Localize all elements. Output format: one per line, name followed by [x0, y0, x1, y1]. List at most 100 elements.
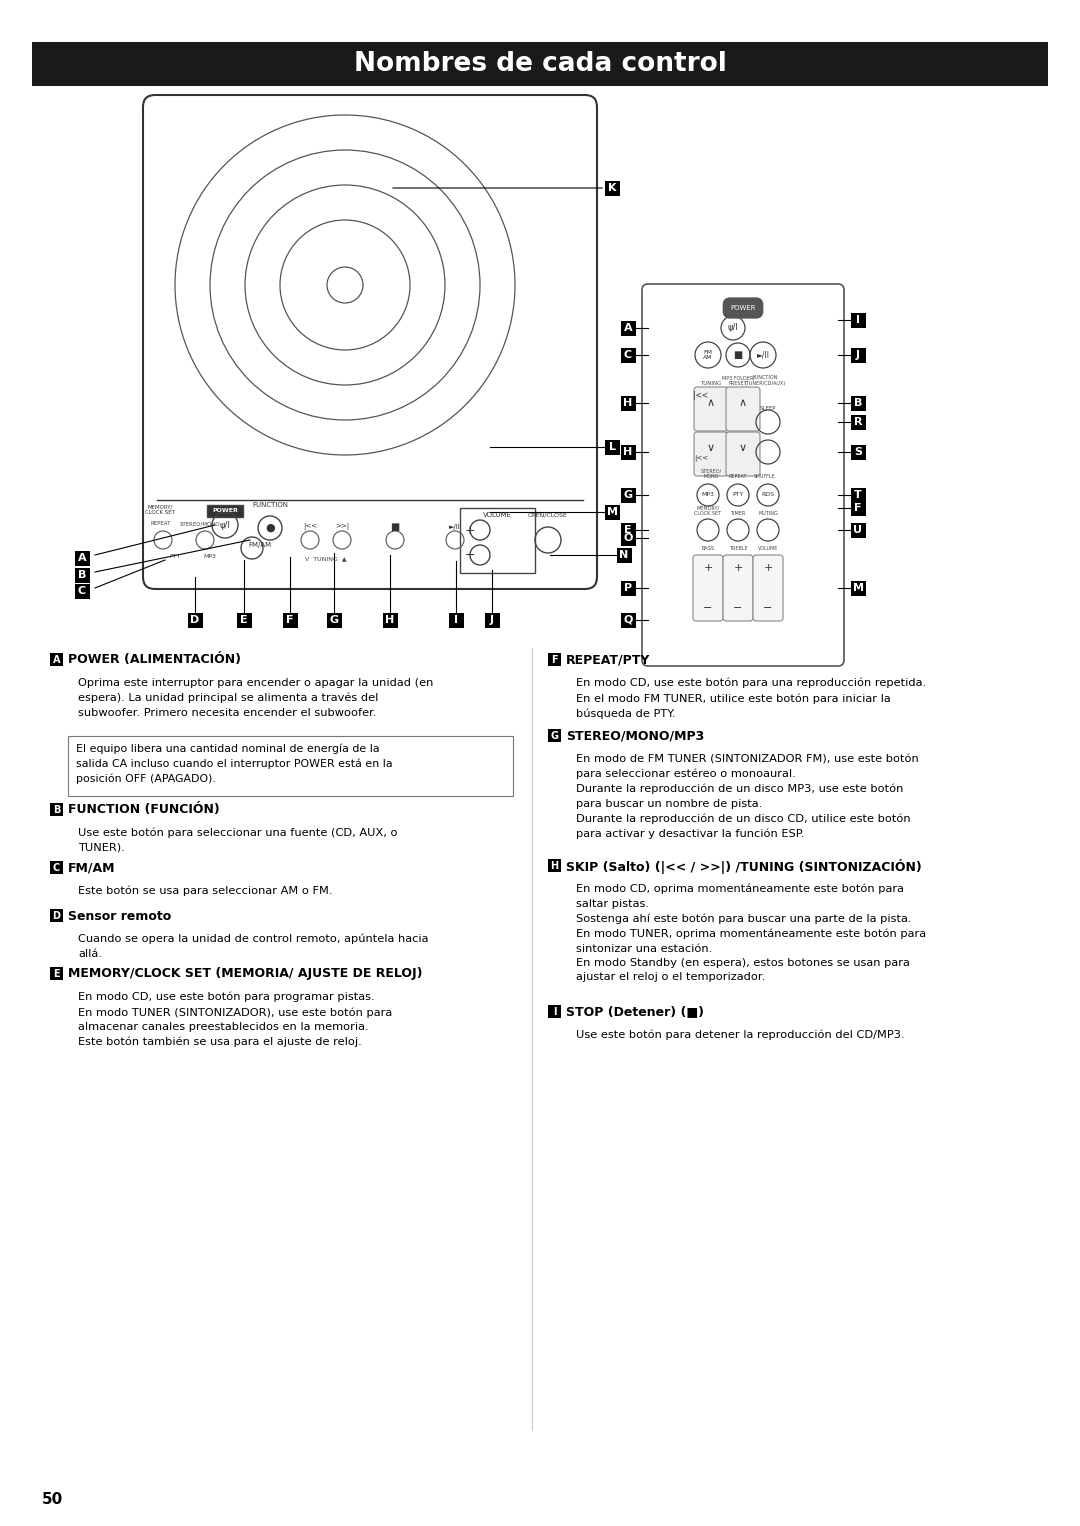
Text: En modo CD, use este botón para programar pistas.
En modo TUNER (SINTONIZADOR), : En modo CD, use este botón para programa…	[78, 992, 392, 1047]
Bar	[448, 612, 463, 627]
Text: VOLUME: VOLUME	[483, 513, 512, 517]
Text: I: I	[856, 314, 860, 325]
Bar	[851, 348, 865, 363]
Text: Use este botón para detener la reproducción del CD/MP3.: Use este botón para detener la reproducc…	[576, 1030, 905, 1041]
Bar	[851, 313, 865, 328]
Text: TUNING: TUNING	[700, 382, 721, 386]
FancyBboxPatch shape	[693, 555, 723, 621]
Text: MP3: MP3	[203, 554, 216, 559]
Text: H: H	[623, 447, 633, 456]
Text: SLEEP: SLEEP	[759, 406, 777, 410]
Bar	[382, 612, 397, 627]
Text: STEREO/
MONO: STEREO/ MONO	[701, 468, 721, 479]
Text: FM/AM: FM/AM	[248, 542, 271, 548]
Text: ∨: ∨	[707, 443, 715, 453]
Text: ■: ■	[733, 349, 743, 360]
Text: N: N	[619, 549, 629, 560]
Bar	[605, 439, 620, 455]
Text: D: D	[53, 911, 60, 922]
Text: H: H	[551, 861, 558, 871]
Text: F: F	[286, 615, 294, 626]
Text: −: −	[733, 603, 743, 613]
FancyBboxPatch shape	[723, 555, 753, 621]
Text: Nombres de cada control: Nombres de cada control	[353, 50, 727, 76]
Bar	[851, 395, 865, 410]
Bar	[851, 415, 865, 429]
FancyBboxPatch shape	[753, 555, 783, 621]
Bar	[851, 444, 865, 459]
Bar	[188, 612, 203, 627]
Text: RDS: RDS	[761, 493, 774, 497]
Text: D: D	[190, 615, 200, 626]
Text: K: K	[608, 183, 617, 192]
Bar	[50, 909, 63, 922]
Text: ●: ●	[265, 523, 275, 533]
Text: E: E	[624, 525, 632, 536]
Text: U: U	[853, 525, 863, 536]
Text: MEMORY/
CLOCK SET: MEMORY/ CLOCK SET	[145, 505, 175, 516]
Text: |<<: |<<	[694, 455, 708, 461]
Text: R: R	[854, 417, 862, 427]
Bar	[75, 583, 90, 598]
Text: −: −	[464, 548, 475, 562]
Text: I: I	[553, 1007, 556, 1016]
Text: P: P	[624, 583, 632, 594]
FancyBboxPatch shape	[642, 284, 843, 665]
Text: +: +	[733, 563, 743, 572]
Text: ►/II: ►/II	[449, 523, 461, 530]
Text: El equipo libera una cantidad nominal de energía de la
salida CA incluso cuando : El equipo libera una cantidad nominal de…	[76, 743, 393, 784]
Text: T: T	[854, 490, 862, 501]
Text: F: F	[854, 504, 862, 513]
Text: +: +	[703, 563, 713, 572]
Text: V  TUNING  ▲: V TUNING ▲	[306, 555, 347, 562]
Text: MP3 FOLDER/
PRESET: MP3 FOLDER/ PRESET	[721, 375, 755, 386]
Text: SKIP (Salto) (|<< / >>|) /TUNING (SINTONIZACIÓN): SKIP (Salto) (|<< / >>|) /TUNING (SINTON…	[566, 859, 921, 873]
Bar	[237, 612, 252, 627]
Bar	[485, 612, 499, 627]
Bar	[621, 612, 635, 627]
Text: |<<: |<<	[693, 391, 708, 400]
Text: FUNCTION
(TUNER/CD/AUX): FUNCTION (TUNER/CD/AUX)	[744, 375, 785, 386]
Text: MP3: MP3	[702, 493, 715, 497]
Text: ψ/I: ψ/I	[728, 324, 739, 333]
Text: Este botón se usa para seleccionar AM o FM.: Este botón se usa para seleccionar AM o …	[78, 887, 333, 896]
FancyBboxPatch shape	[726, 388, 760, 430]
Bar	[548, 729, 561, 742]
FancyBboxPatch shape	[143, 95, 597, 589]
Text: 50: 50	[42, 1492, 64, 1508]
Bar	[548, 653, 561, 665]
Bar	[75, 568, 90, 583]
Text: MUTING: MUTING	[758, 511, 778, 516]
Bar	[621, 348, 635, 363]
Text: FUNCTION: FUNCTION	[252, 502, 288, 508]
FancyBboxPatch shape	[694, 388, 728, 430]
Text: FUNCTION (FUNCIÓN): FUNCTION (FUNCIÓN)	[68, 804, 219, 816]
Text: E: E	[53, 969, 59, 980]
Text: B: B	[78, 571, 86, 580]
Text: POWER: POWER	[730, 305, 756, 311]
Text: ∧: ∧	[739, 398, 747, 407]
Bar	[50, 803, 63, 816]
Text: B: B	[854, 398, 862, 407]
Text: ∧: ∧	[707, 398, 715, 407]
Text: L: L	[608, 443, 616, 452]
Bar	[851, 580, 865, 595]
Text: S: S	[854, 447, 862, 456]
Text: ■: ■	[390, 522, 400, 533]
Text: Sensor remoto: Sensor remoto	[68, 909, 172, 923]
Bar	[460, 508, 535, 572]
Text: I: I	[454, 615, 458, 626]
Text: C: C	[624, 349, 632, 360]
Bar	[617, 548, 632, 563]
Text: J: J	[856, 349, 860, 360]
Bar	[50, 861, 63, 874]
Text: C: C	[53, 864, 60, 873]
Text: FM
AM: FM AM	[703, 349, 713, 360]
Text: H: H	[386, 615, 394, 626]
Bar	[50, 653, 63, 665]
Text: POWER: POWER	[212, 508, 238, 514]
Bar	[32, 43, 1048, 85]
Bar	[326, 612, 341, 627]
Bar	[621, 444, 635, 459]
Text: Q: Q	[623, 615, 633, 626]
